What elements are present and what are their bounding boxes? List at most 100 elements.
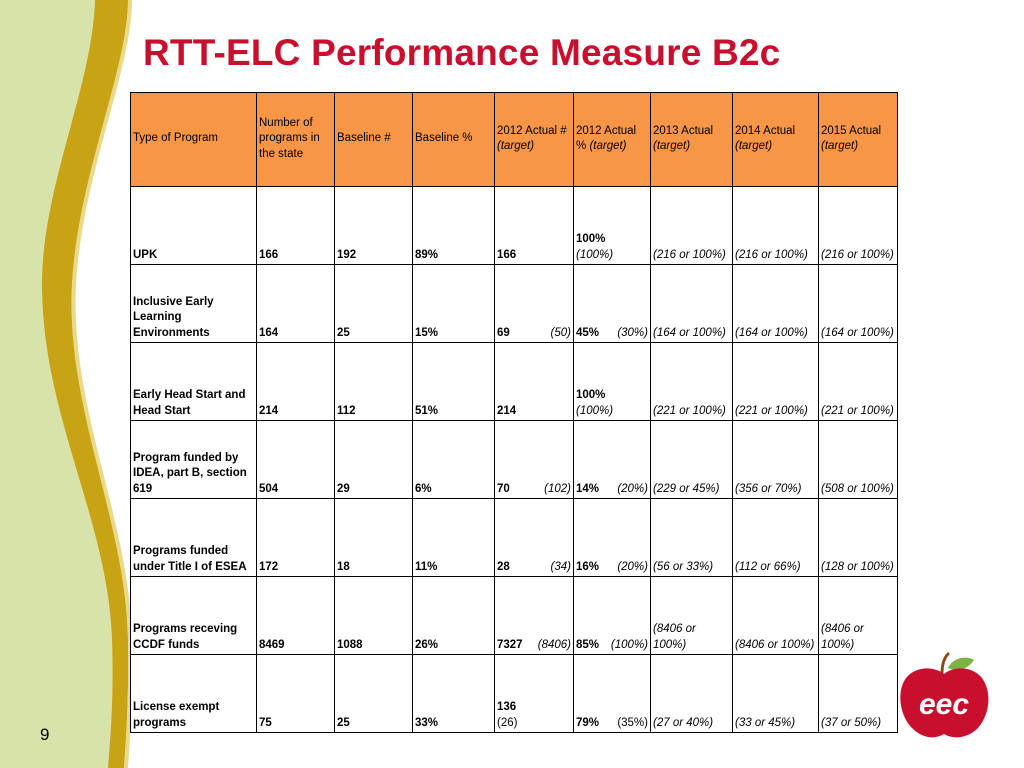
actual-value: 70 bbox=[497, 482, 510, 495]
cell-2013-target: (221 or 100%) bbox=[650, 342, 733, 421]
target-value: (100%) bbox=[610, 638, 648, 651]
cell-2014-target: (8406 or 100%) bbox=[732, 576, 819, 655]
table-row: Program funded by IDEA, part B, section … bbox=[130, 420, 898, 499]
cell-2013-target: (8406 or 100%) bbox=[650, 576, 733, 655]
cell-num-programs: 504 bbox=[256, 420, 335, 499]
cell-2013-target: (56 or 33%) bbox=[650, 498, 733, 577]
target-value: (20%) bbox=[617, 560, 648, 573]
target-value: (8406) bbox=[537, 638, 571, 651]
cell-baseline-num: 1088 bbox=[334, 576, 413, 655]
actual-value: 16% bbox=[576, 560, 600, 573]
target-value: (100%) bbox=[576, 248, 614, 261]
cell-baseline-pct: 6% bbox=[412, 420, 495, 499]
actual-value: 79% bbox=[576, 716, 600, 729]
cell-2012-actual-num: 69 (50) bbox=[494, 264, 574, 343]
target-value: (34) bbox=[550, 560, 571, 573]
cell-baseline-pct: 15% bbox=[412, 264, 495, 343]
target-value: (30%) bbox=[617, 326, 648, 339]
table-row: UPK 166 192 89% 166 100% (100%) (216 or 100%) (2… bbox=[130, 186, 898, 265]
cell-2014-target: (164 or 100%) bbox=[732, 264, 819, 343]
cell-2012-actual-num: 214 bbox=[494, 342, 574, 421]
eec-apple-logo: eec bbox=[900, 652, 989, 738]
cell-2013-target: (164 or 100%) bbox=[650, 264, 733, 343]
header-type: Type of Program bbox=[130, 92, 257, 187]
cell-2012-actual-pct: 85% (100%) bbox=[573, 576, 651, 655]
cell-2012-actual-num: 70 (102) bbox=[494, 420, 574, 499]
actual-value: 100% bbox=[576, 389, 606, 402]
cell-2012-actual-pct: 45% (30%) bbox=[573, 264, 651, 343]
cell-2013-target: (216 or 100%) bbox=[650, 186, 733, 265]
cell-2015-target: (221 or 100%) bbox=[818, 342, 898, 421]
actual-value: 214 bbox=[497, 404, 517, 417]
table-row: Early Head Start and Head Start 214 112 51%… bbox=[130, 342, 898, 421]
table-row: Programs funded under Title I of ESEA 172… bbox=[130, 498, 898, 577]
table-row: License exempt programs 75 25 33% 136 (26) 79%… bbox=[130, 654, 898, 733]
actual-value: 69 bbox=[497, 326, 510, 339]
cell-baseline-pct: 11% bbox=[412, 498, 495, 577]
actual-value: 45% bbox=[576, 326, 600, 339]
cell-2015-target: (8406 or 100%) bbox=[818, 576, 898, 655]
target-value: (35%) bbox=[617, 716, 648, 729]
cell-2012-actual-num: 166 bbox=[494, 186, 574, 265]
cell-2012-actual-num: 136 (26) bbox=[494, 654, 574, 733]
slide-title: RTT-ELC Performance Measure B2c bbox=[143, 32, 781, 73]
actual-value: 14% bbox=[576, 482, 600, 495]
cell-num-programs: 172 bbox=[256, 498, 335, 577]
cell-num-programs: 214 bbox=[256, 342, 335, 421]
header-baseline-num: Baseline # bbox=[334, 92, 413, 187]
cell-baseline-num: 192 bbox=[334, 186, 413, 265]
cell-program-type: License exempt programs bbox=[130, 654, 257, 733]
cell-program-type: Early Head Start and Head Start bbox=[130, 342, 257, 421]
cell-2014-target: (221 or 100%) bbox=[732, 342, 819, 421]
target-value: (20%) bbox=[617, 482, 648, 495]
cell-2012-actual-pct: 100% (100%) bbox=[573, 342, 651, 421]
cell-2015-target: (216 or 100%) bbox=[818, 186, 898, 265]
decorative-side-band bbox=[0, 0, 133, 768]
cell-baseline-num: 25 bbox=[334, 264, 413, 343]
cell-baseline-pct: 26% bbox=[412, 576, 495, 655]
table-header-row: Type of Program Number of programs in th… bbox=[130, 92, 898, 187]
header-2012-actual-pct: 2012 Actual % (target) bbox=[573, 92, 651, 187]
cell-2014-target: (112 or 66%) bbox=[732, 498, 819, 577]
actual-value: 28 bbox=[497, 560, 510, 573]
cell-2012-actual-pct: 16% (20%) bbox=[573, 498, 651, 577]
header-baseline-pct: Baseline % bbox=[412, 92, 495, 187]
cell-baseline-num: 29 bbox=[334, 420, 413, 499]
cell-num-programs: 164 bbox=[256, 264, 335, 343]
performance-table: Type of Program Number of programs in th… bbox=[130, 92, 898, 733]
target-value: (102) bbox=[544, 482, 571, 495]
actual-value: 136 bbox=[497, 701, 517, 714]
cell-2012-actual-pct: 79% (35%) bbox=[573, 654, 651, 733]
cell-2012-actual-num: 28 (34) bbox=[494, 498, 574, 577]
cell-2015-target: (164 or 100%) bbox=[818, 264, 898, 343]
cell-baseline-num: 25 bbox=[334, 654, 413, 733]
cell-program-type: UPK bbox=[130, 186, 257, 265]
header-2015-actual: 2015 Actual (target) bbox=[818, 92, 898, 187]
target-value: (50) bbox=[550, 326, 571, 339]
cell-2013-target: (27 or 40%) bbox=[650, 654, 733, 733]
header-2012-actual-num: 2012 Actual # (target) bbox=[494, 92, 574, 187]
cell-program-type: Programs receving CCDF funds bbox=[130, 576, 257, 655]
cell-program-type: Inclusive Early Learning Environments bbox=[130, 264, 257, 343]
cell-baseline-num: 112 bbox=[334, 342, 413, 421]
cell-2012-actual-pct: 100% (100%) bbox=[573, 186, 651, 265]
actual-value: 85% bbox=[576, 638, 600, 651]
cell-2014-target: (216 or 100%) bbox=[732, 186, 819, 265]
cell-2013-target: (229 or 45%) bbox=[650, 420, 733, 499]
cell-num-programs: 8469 bbox=[256, 576, 335, 655]
cell-baseline-pct: 89% bbox=[412, 186, 495, 265]
cell-2014-target: (356 or 70%) bbox=[732, 420, 819, 499]
target-value: (26) bbox=[497, 716, 518, 729]
cell-num-programs: 75 bbox=[256, 654, 335, 733]
header-2013-actual: 2013 Actual (target) bbox=[650, 92, 733, 187]
cell-2015-target: (128 or 100%) bbox=[818, 498, 898, 577]
cell-baseline-pct: 33% bbox=[412, 654, 495, 733]
cell-2015-target: (37 or 50%) bbox=[818, 654, 898, 733]
actual-value: 166 bbox=[497, 248, 517, 261]
actual-value: 7327 bbox=[497, 638, 523, 651]
cell-2014-target: (33 or 45%) bbox=[732, 654, 819, 733]
logo-text: eec bbox=[919, 688, 969, 721]
cell-num-programs: 166 bbox=[256, 186, 335, 265]
cell-program-type: Programs funded under Title I of ESEA bbox=[130, 498, 257, 577]
cell-2012-actual-pct: 14% (20%) bbox=[573, 420, 651, 499]
